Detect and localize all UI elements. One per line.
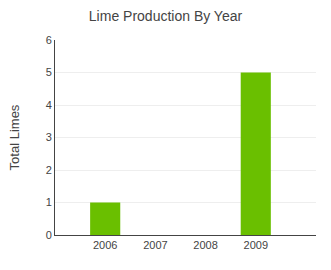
svg-text:4: 4	[46, 99, 52, 111]
svg-text:2009: 2009	[244, 239, 268, 251]
svg-text:2008: 2008	[193, 239, 217, 251]
svg-text:2: 2	[46, 164, 52, 176]
svg-text:3: 3	[46, 131, 52, 143]
svg-text:Total Limes: Total Limes	[7, 104, 22, 170]
svg-text:2007: 2007	[143, 239, 167, 251]
svg-text:0: 0	[46, 229, 52, 241]
svg-text:6: 6	[46, 34, 52, 46]
svg-text:1: 1	[46, 196, 52, 208]
svg-text:2006: 2006	[93, 239, 117, 251]
svg-text:5: 5	[46, 66, 52, 78]
svg-text:Lime Production By Year: Lime Production By Year	[89, 8, 243, 24]
